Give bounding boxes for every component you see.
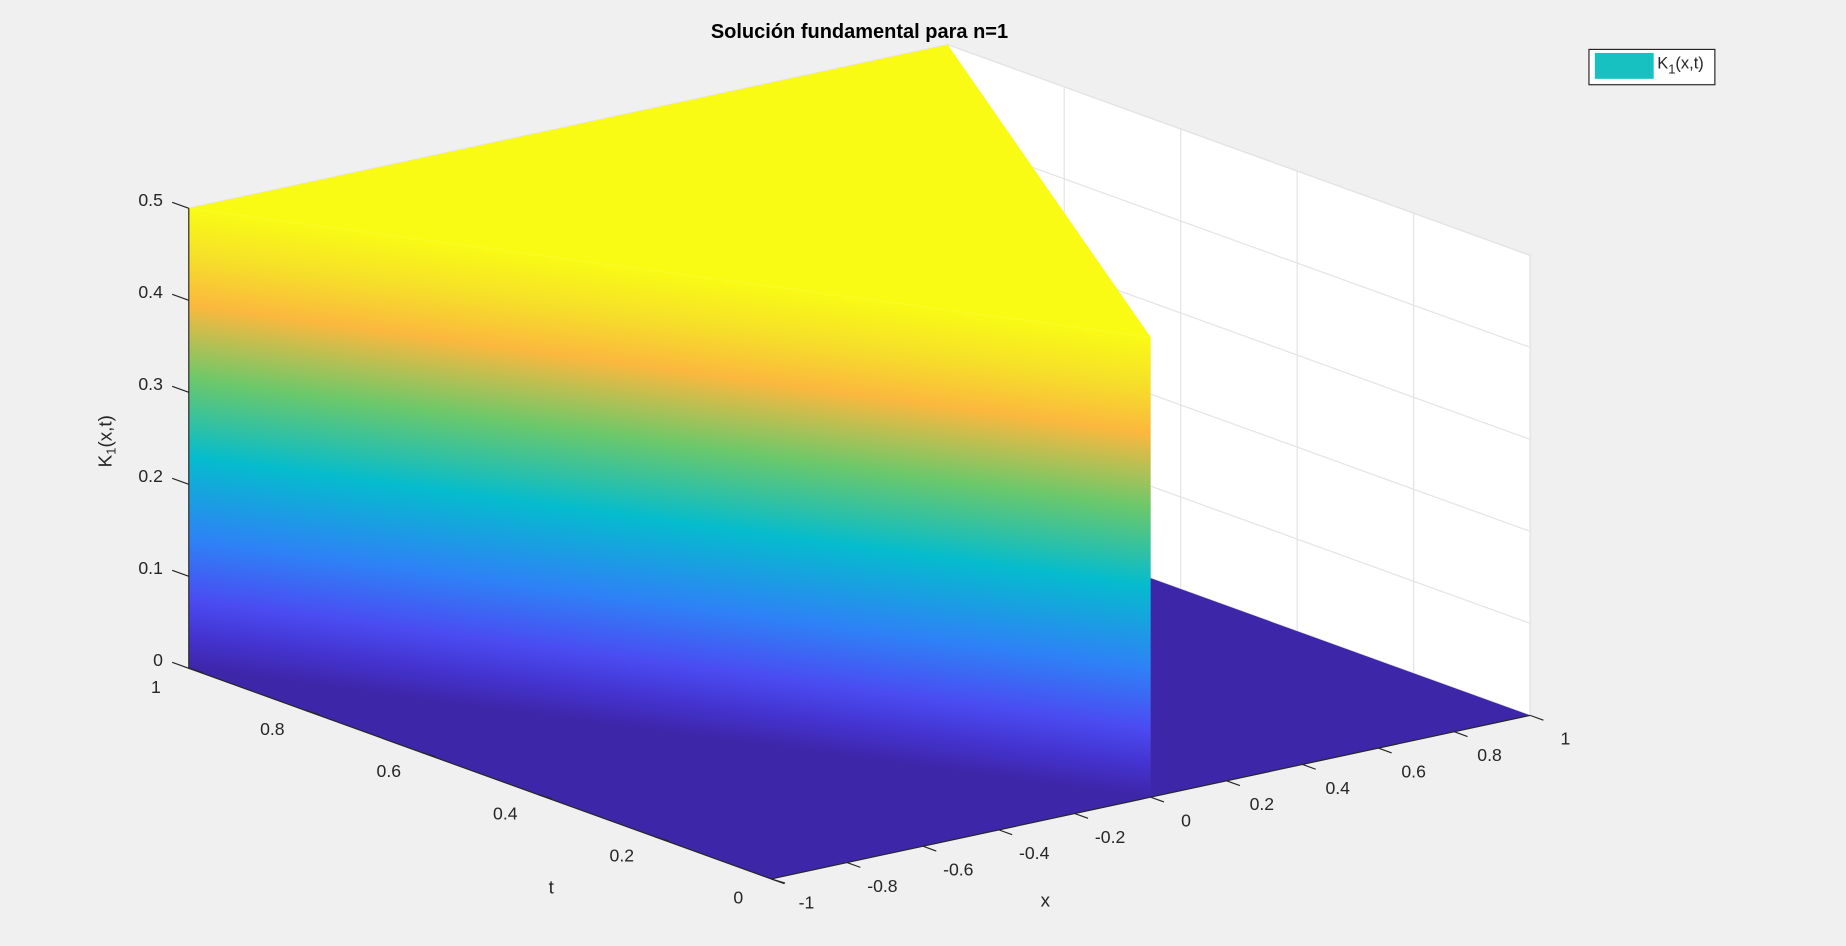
t-tick-label: 0.6 (377, 761, 402, 781)
t-tick-label: 1 (151, 677, 161, 697)
t-axis-label: t (549, 876, 555, 897)
t-tick-label: 0.4 (493, 803, 518, 823)
t-tick (654, 836, 669, 842)
x-tick-label: -0.6 (943, 860, 974, 880)
x-tick-label: 0.4 (1325, 778, 1350, 798)
z-axis-label: K1(x,t) (94, 415, 118, 467)
x-tick (846, 862, 861, 868)
grid-line (947, 136, 1531, 348)
t-tick (538, 794, 553, 800)
x-tick-label: 0.2 (1250, 794, 1275, 814)
legend-label-sub: 1 (1668, 62, 1675, 77)
x-tick (1302, 763, 1316, 770)
x-tick-label: 0 (1181, 811, 1191, 831)
z-tick (171, 201, 189, 209)
x-tick-label: 1 (1561, 729, 1571, 749)
x-tick-label: -0.4 (1019, 843, 1050, 863)
z-axis-label-sub: 1 (104, 448, 119, 455)
t-tick (188, 667, 203, 673)
x-tick-label: 0.8 (1477, 745, 1502, 765)
z-tick (171, 293, 189, 301)
x-axis-label: x (1041, 889, 1051, 910)
x-tick-label: -1 (799, 892, 815, 912)
x-tick-label: -0.2 (1095, 827, 1125, 847)
z-tick-label: 0.4 (138, 282, 163, 302)
z-tick-label: 0.5 (138, 190, 163, 210)
x-tick (1226, 780, 1241, 787)
z-tick (171, 661, 189, 669)
chart-title: Solución fundamental para n=1 (711, 21, 1008, 43)
surface-face (188, 208, 1151, 798)
legend-swatch (1594, 52, 1654, 79)
grid-line (947, 44, 1531, 256)
legend-label-tail: (x,t) (1675, 55, 1703, 73)
z-tick-label: 0 (153, 650, 163, 670)
legend-label-base: K (1657, 55, 1668, 73)
legend-label: K1(x,t) (1657, 55, 1704, 77)
z-tick-label: 0.2 (138, 466, 163, 486)
x-tick (1529, 714, 1544, 721)
z-axis-label-base: K (94, 454, 115, 467)
surface-top (188, 44, 1151, 338)
z-tick (171, 477, 189, 485)
x-tick (1074, 812, 1089, 819)
z-tick (171, 385, 189, 393)
x-tick-label: -0.8 (867, 876, 898, 896)
x-tick (1150, 796, 1165, 803)
z-tick (171, 569, 189, 577)
z-tick-label: 0.1 (138, 558, 163, 578)
x-tick (1378, 747, 1392, 754)
x-tick (1454, 731, 1468, 738)
t-tick (305, 709, 320, 716)
t-tick-label: 0.2 (610, 845, 635, 865)
z-axis-label-tail: (x,t) (94, 415, 115, 447)
t-tick-label: 0.8 (260, 719, 285, 739)
t-tick (421, 752, 436, 758)
t-tick-label: 0 (733, 888, 743, 908)
z-tick-label: 0.3 (138, 374, 163, 394)
x-tick-label: 0.6 (1401, 761, 1426, 781)
t-tick (771, 878, 786, 884)
x-tick (922, 845, 937, 852)
t-axis (188, 667, 772, 880)
x-tick (998, 829, 1013, 836)
